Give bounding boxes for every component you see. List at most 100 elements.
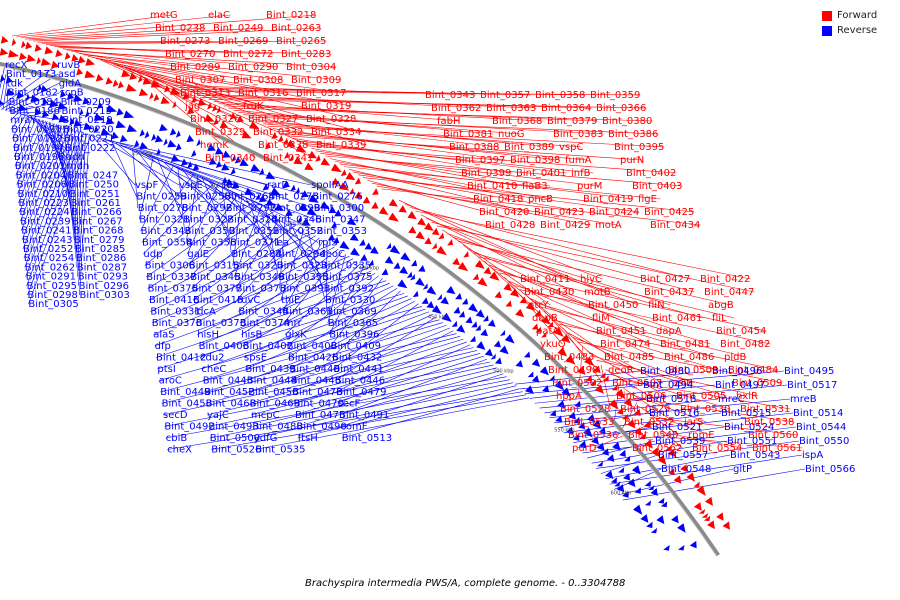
gene-label[interactable]: Bint_0446 [335, 376, 385, 387]
gene-label[interactable]: Bint_0411 [520, 274, 570, 285]
gene-label[interactable]: Bint_0389 [504, 142, 554, 153]
gene-label[interactable]: spsE [244, 353, 267, 364]
gene-label[interactable]: Bint_0267 [72, 216, 122, 227]
gene-label[interactable]: Bint_0238 [155, 23, 205, 34]
gene-label[interactable]: Bint_0303 [80, 290, 130, 301]
gene-label[interactable]: Bint_0289 [170, 62, 220, 73]
gene-label[interactable]: Bint_0475 [295, 410, 345, 421]
gene-label[interactable]: flgE [638, 194, 657, 205]
gene-label[interactable]: Bint_0498 [548, 365, 598, 376]
gene-label[interactable]: Bint_0539 [655, 436, 705, 447]
gene-label[interactable]: Bint_0343 [425, 90, 475, 101]
gene-label[interactable]: Bint_0374 [240, 318, 290, 329]
gene-label[interactable]: Bint_0375 [322, 272, 372, 283]
gene-label[interactable]: Bint_0380 [602, 116, 652, 127]
gene-label[interactable]: cdu2 [200, 353, 225, 364]
gene-label[interactable]: Bint_0485 [604, 352, 654, 363]
gene-label[interactable]: Bint_0265 [276, 36, 326, 47]
gene-label[interactable]: Bint_0551 [727, 436, 777, 447]
gene-label[interactable]: Bint_0418 [473, 194, 523, 205]
gene-label[interactable]: Bint_0359 [590, 90, 640, 101]
gene-label[interactable]: Bint_0204 [16, 170, 66, 181]
gene-label[interactable]: Bint_0218 [266, 10, 316, 21]
gene-label[interactable]: Bint_0243 [22, 235, 72, 246]
gene-label[interactable]: thiE [281, 295, 300, 306]
gene-label[interactable]: Bint_0287 [77, 262, 127, 273]
gene-label[interactable]: Bint_0327 [248, 114, 298, 125]
gene-label[interactable]: Bint_0486 [664, 352, 714, 363]
gene-label[interactable]: Bint_0480 [640, 366, 690, 377]
gene-label[interactable]: hxlR [736, 391, 758, 402]
gene-label[interactable]: Bint_0275 [268, 192, 318, 203]
gene-label[interactable]: recX [5, 60, 28, 71]
gene-label[interactable]: Bint_0507 [612, 378, 662, 389]
gene-label[interactable]: Bint_0256 [180, 192, 230, 203]
gene-label[interactable]: Bint_0514 [793, 408, 843, 419]
gene-label[interactable]: fumA [565, 155, 592, 166]
gene-label[interactable]: Bint_0447 [704, 287, 754, 298]
gene-label[interactable]: Bint_0304 [286, 62, 336, 73]
gene-label[interactable]: Bint_0337 [146, 272, 196, 283]
gene-label[interactable]: Bint_0300 [314, 203, 364, 214]
gene-label[interactable]: deoC [319, 249, 345, 260]
gene-label[interactable]: secD [163, 410, 188, 421]
gene-label[interactable]: Bint_0268 [73, 226, 123, 237]
gene-label[interactable]: Bint_0395 [614, 142, 664, 153]
gene-label[interactable]: flaB3 [522, 181, 548, 192]
gene-label[interactable]: Bint_0252 [23, 244, 73, 255]
gene-label[interactable]: Bint_0317 [296, 88, 346, 99]
gene-label[interactable]: Bint_0313 [180, 88, 230, 99]
gene-label[interactable]: Bint_0515 [721, 408, 771, 419]
gene-label[interactable]: Bint_0444 [247, 376, 297, 387]
gene-label[interactable]: hisB [241, 330, 262, 341]
gene-label[interactable]: Bint_0362 [431, 103, 481, 114]
gene-label[interactable]: Bint_0399 [461, 168, 511, 179]
gene-label[interactable]: mreB [790, 394, 817, 405]
gene-label[interactable]: Bint_0479 [336, 387, 386, 398]
gene-label[interactable]: rarD [267, 180, 289, 191]
gene-label[interactable]: rpmE [688, 430, 715, 441]
gene-label[interactable]: Bint_0412 [156, 353, 206, 364]
gene-label[interactable]: Bint_0365 [328, 318, 378, 329]
gene-label[interactable]: Bint_0308 [233, 75, 283, 86]
gene-label[interactable]: Bint_0492 [164, 422, 214, 433]
gene-label[interactable]: Bint_0516 [649, 408, 699, 419]
gene-label[interactable]: Bint_0500 [210, 433, 260, 444]
gene-label[interactable]: ptsI [157, 364, 175, 375]
gene-label[interactable]: Bint_0278 [138, 203, 188, 214]
gene-label[interactable]: Bint_0224 [19, 207, 69, 218]
gene-label[interactable]: Bint_0388 [449, 142, 499, 153]
gene-label[interactable]: Bint_0184 [9, 97, 59, 108]
gene-label[interactable]: Bint_0561 [752, 443, 802, 454]
gene-label[interactable]: Bint_0254 [24, 253, 74, 264]
gene-label[interactable]: Bint_0378 [236, 284, 286, 295]
gene-label[interactable]: vspF [135, 180, 158, 191]
gene-label[interactable]: Bint_0490 [296, 422, 346, 433]
gene-label[interactable]: Bint_0403 [632, 181, 682, 192]
gene-label[interactable]: Bint_0383 [553, 129, 603, 140]
gene-label[interactable]: Bint_0354 [142, 238, 192, 249]
gene-label[interactable]: dapB [532, 313, 558, 324]
gene-label[interactable]: hlyC [580, 274, 602, 285]
gene-label[interactable]: Bint_0495 [784, 366, 834, 377]
gene-label[interactable]: Bint_0326 [190, 114, 240, 125]
gene-label[interactable]: Bint_0315 [189, 261, 239, 272]
gene-label[interactable]: Bint_0398 [510, 155, 560, 166]
gene-label[interactable]: Bint_0206 [17, 180, 67, 191]
gene-label[interactable]: asd [58, 69, 76, 80]
gene-label[interactable]: Bint_0361 [282, 307, 332, 318]
gene-label[interactable]: Bint_0544 [796, 422, 846, 433]
gene-label[interactable]: Bint_0322 [183, 215, 233, 226]
gene-label[interactable]: Bint_0363 [486, 103, 536, 114]
gene-label[interactable]: Bint_0381 [443, 129, 493, 140]
gene-label[interactable]: Bint_0334 [311, 127, 361, 138]
gene-label[interactable]: nuoG [498, 129, 525, 140]
gene-label[interactable]: Bint_0331 [150, 307, 200, 318]
gene-label[interactable]: scpB [60, 88, 84, 99]
gene-label[interactable]: alaS [153, 330, 174, 341]
gene-label[interactable]: Bint_0173 [6, 69, 56, 80]
gene-label[interactable]: Bint_0293 [78, 272, 128, 283]
gene-label[interactable]: Bint_0220 [63, 124, 113, 135]
gene-label[interactable]: purD [572, 443, 597, 454]
gene-label[interactable]: Bint_0550 [799, 436, 849, 447]
